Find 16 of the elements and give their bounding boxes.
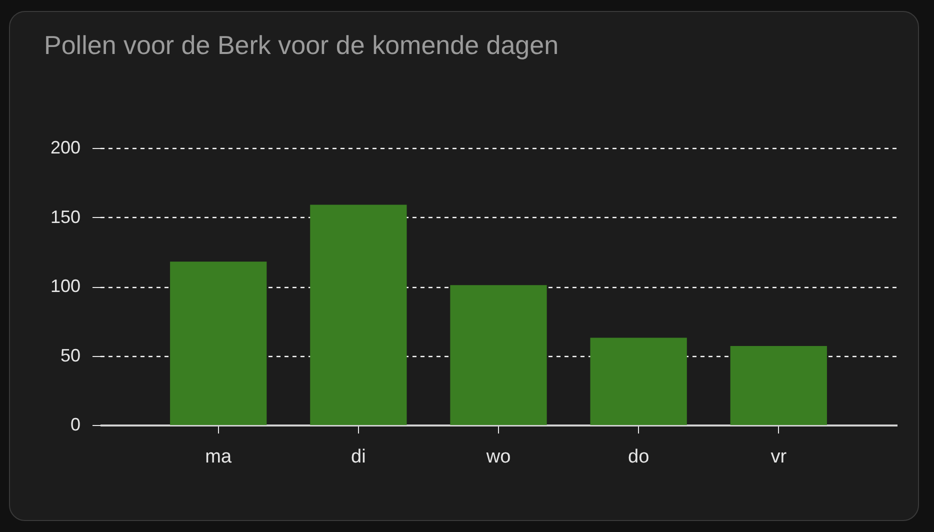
y-tick-label: 0	[70, 414, 80, 434]
y-tick-label: 200	[50, 138, 80, 158]
chart-title: Pollen voor de Berk voor de komende dagen	[44, 30, 559, 60]
x-tick-label: ma	[205, 446, 232, 468]
x-tick-label: wo	[485, 446, 511, 468]
bar	[170, 262, 267, 425]
x-tick-label: di	[351, 446, 366, 468]
x-tick-label: vr	[770, 446, 788, 468]
y-tick-label: 100	[50, 276, 80, 296]
x-tick-label: do	[628, 446, 650, 468]
y-tick-label: 50	[60, 345, 80, 366]
bar	[590, 338, 687, 425]
bar	[310, 204, 407, 425]
bar	[450, 285, 547, 425]
bar	[730, 346, 827, 425]
y-tick-label: 150	[50, 206, 80, 227]
